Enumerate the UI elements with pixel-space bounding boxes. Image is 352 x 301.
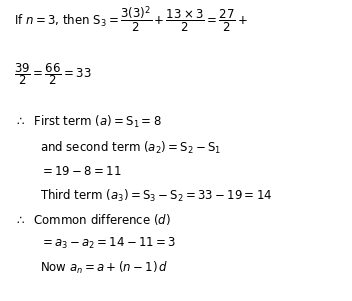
Text: If $n = 3$, then $\mathrm{S}_3 = \dfrac{3(3)^2}{2} + \dfrac{13 \times 3}{2} = \d: If $n = 3$, then $\mathrm{S}_3 = \dfrac{… [14, 5, 248, 35]
Text: Now $a_n = a + (n - 1)\, d$: Now $a_n = a + (n - 1)\, d$ [40, 260, 169, 276]
Text: Third term $(a_3) = \mathrm{S}_3 - \mathrm{S}_2 = 33 - 19 = 14$: Third term $(a_3) = \mathrm{S}_3 - \math… [40, 188, 273, 204]
Text: $\dfrac{39}{2} = \dfrac{66}{2} = 33$: $\dfrac{39}{2} = \dfrac{66}{2} = 33$ [14, 61, 92, 87]
Text: $= a_3 - a_2 = 14 - 11 = 3$: $= a_3 - a_2 = 14 - 11 = 3$ [40, 236, 177, 251]
Text: $\therefore$  First term $(a) = \mathrm{S}_1 = 8$: $\therefore$ First term $(a) = \mathrm{S… [14, 114, 162, 130]
Text: $= 19 - 8 = 11$: $= 19 - 8 = 11$ [40, 165, 122, 178]
Text: and second term $(a_2) = \mathrm{S}_2 - \mathrm{S}_1$: and second term $(a_2) = \mathrm{S}_2 - … [40, 139, 222, 156]
Text: $\therefore$  Common difference $(d)$: $\therefore$ Common difference $(d)$ [14, 212, 171, 227]
